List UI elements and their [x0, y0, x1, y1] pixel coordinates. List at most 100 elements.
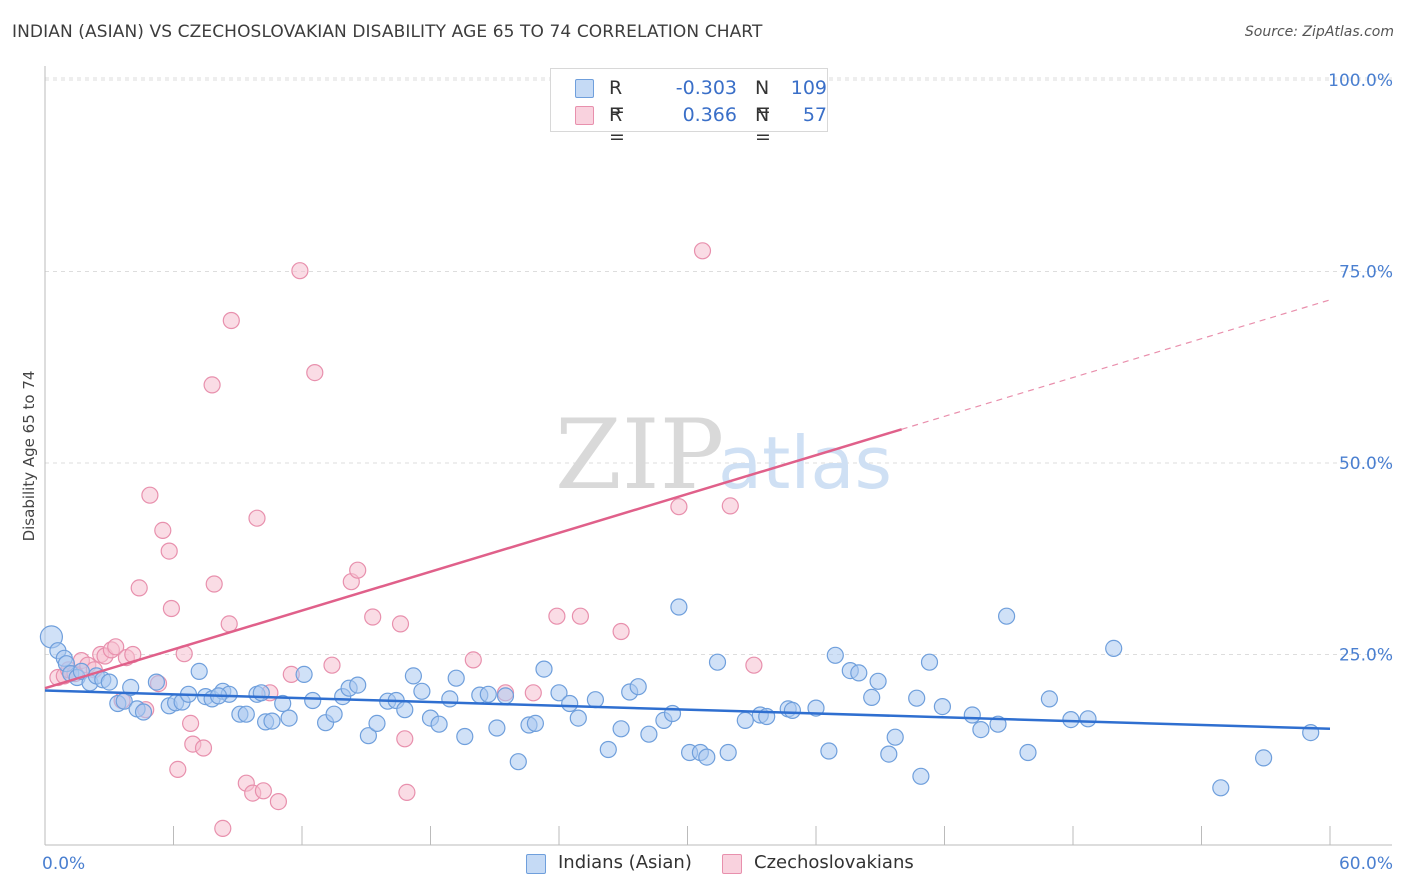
czechoslovakians-point — [398, 783, 416, 802]
indians-asian-point — [456, 727, 474, 746]
indians-asian-point — [496, 687, 515, 705]
indians-asian-point — [488, 719, 506, 737]
czechoslovakians-point — [160, 542, 178, 560]
indians-asian-point — [359, 727, 377, 745]
indians-asian-point — [640, 725, 658, 743]
indians-asian-point — [561, 694, 579, 713]
indians-asian-point — [1040, 690, 1059, 708]
tick-labels: 25.0% 50.0% 75.0% 100.0% 0.0% 60.0% — [42, 71, 1393, 874]
indians-asian-point — [447, 669, 465, 687]
indians-asian-point — [237, 705, 255, 723]
legend-r-label: R = — [609, 77, 625, 121]
czechoslovakians-point — [269, 792, 287, 811]
indians-asian-point — [147, 673, 165, 691]
indians-asian-point — [1254, 749, 1273, 767]
watermark-atlas: atlas — [718, 421, 892, 505]
indians-asian-point — [550, 684, 568, 702]
czechoslovakians-point — [524, 684, 542, 702]
indians-asian-point — [599, 740, 617, 759]
indians-asian-point — [430, 715, 448, 733]
indians-asian-point — [807, 699, 825, 717]
czechoslovakians-point — [248, 509, 266, 527]
indians-asian-point — [190, 662, 208, 681]
y-tick-label: 50.0% — [1339, 454, 1393, 474]
indians-asian-point — [783, 701, 802, 720]
czechoslovakians-point — [396, 730, 414, 748]
indians-asian-point — [670, 598, 688, 616]
legend-swatch-blue — [575, 79, 594, 98]
indians-asian-point — [295, 665, 313, 684]
indians-asian-trend-line — [44, 689, 1331, 731]
indians-asian-point — [325, 705, 343, 723]
indians-asian-point — [368, 714, 386, 733]
legend-r-label: R = — [609, 104, 625, 148]
legend-swatch-pink — [575, 106, 594, 125]
indians-asian-point — [122, 678, 140, 697]
indians-asian-point — [863, 688, 881, 707]
indians-asian-point — [933, 697, 952, 716]
indians-asian-point — [826, 646, 844, 664]
indians-asian-point — [612, 720, 630, 738]
watermark-zip: ZIP — [555, 399, 724, 511]
indians-asian-point — [920, 653, 939, 671]
czechoslovakians-point — [693, 242, 712, 260]
czechoslovakians-trend-extension — [901, 299, 1331, 430]
indians-asian-point — [349, 676, 367, 694]
chart-title: INDIAN (ASIAN) VS CZECHOSLOVAKIAN DISABI… — [12, 22, 763, 42]
indians-asian-point — [869, 672, 887, 690]
indians-asian-point — [100, 673, 118, 691]
indians-asian-point — [404, 667, 422, 685]
indians-asian-point — [736, 711, 754, 730]
czechoslovakians-point — [182, 714, 200, 733]
indians-asian-point — [1062, 710, 1080, 729]
czechoslovakians-point — [745, 656, 763, 674]
czechoslovakians-point — [203, 376, 221, 394]
czechoslovakians-point — [548, 607, 566, 625]
czechoslovakians-point — [670, 498, 688, 516]
indians-asian-point — [629, 678, 647, 696]
indians-asian-point — [1019, 743, 1037, 762]
czechoslovakians-point — [130, 579, 148, 597]
indians-asian-points — [39, 598, 1320, 797]
indians-asian-point — [396, 701, 414, 719]
indians-asian-point — [886, 728, 904, 746]
indians-asian-point — [280, 709, 298, 727]
indians-asian-point — [1212, 779, 1230, 797]
y-tick-label: 75.0% — [1339, 263, 1393, 283]
indians-asian-point — [850, 664, 868, 682]
czechoslovakians-point — [169, 760, 187, 779]
czechoslovakians-point — [391, 615, 410, 633]
legend-n-value: 57 — [802, 104, 827, 126]
czechoslovakians-point — [220, 615, 238, 633]
indians-asian-point — [1105, 639, 1123, 658]
indians-asian-point — [509, 753, 527, 771]
czechoslovakians-point — [349, 561, 367, 579]
gridlines — [45, 77, 1392, 655]
czechoslovakians-point — [721, 497, 739, 515]
indians-asian-point — [997, 607, 1016, 625]
indians-asian-point — [708, 653, 727, 671]
indians-asian-point — [441, 690, 459, 708]
indians-asian-point — [586, 691, 605, 709]
indians-asian-point — [526, 714, 545, 733]
czechoslovakians-point — [364, 608, 382, 626]
legend-n-label: N = — [755, 77, 771, 121]
source-label: Source: ZipAtlas.com — [1244, 24, 1394, 40]
bottom-legend-swatch-pink — [722, 854, 742, 874]
legend-n-label: N = — [755, 104, 771, 148]
czechoslovakians-point — [222, 311, 240, 330]
indians-asian-point — [880, 745, 898, 763]
czechoslovakians-point — [107, 638, 125, 656]
indians-asian-point — [908, 689, 926, 707]
czechoslovakians-point — [464, 651, 482, 669]
czechoslovakians-point — [306, 364, 324, 382]
watermark: ZIP atlas — [555, 399, 892, 511]
y-axis-label: Disability Age 65 to 74 — [20, 371, 38, 542]
czechoslovakians-point — [571, 607, 590, 625]
indians-asian-point — [134, 703, 153, 721]
czechoslovakians-point — [612, 622, 630, 641]
indians-asian-point — [820, 742, 838, 760]
czechoslovakians-point — [205, 575, 223, 593]
indians-asian-point — [719, 743, 737, 762]
